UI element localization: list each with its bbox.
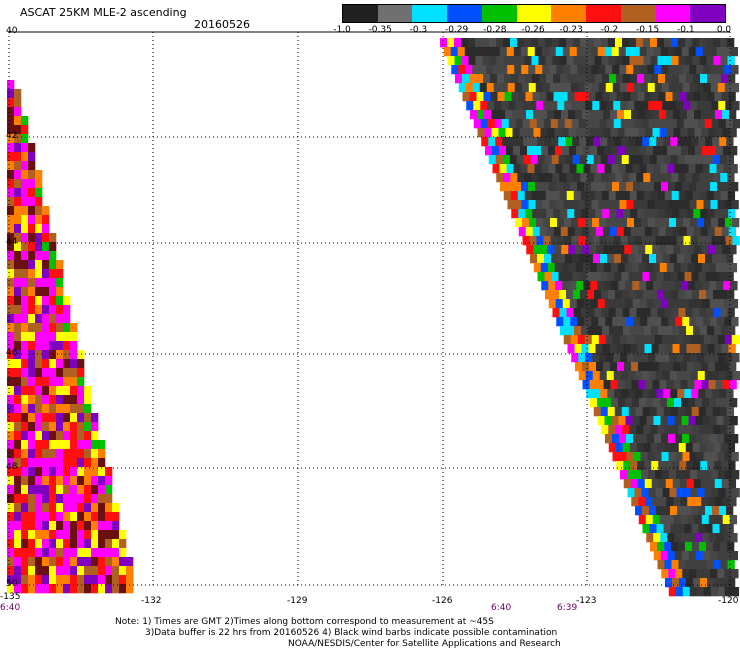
- colorbar-label: -0.23: [559, 25, 583, 35]
- swath-time-right-2: 6:39: [557, 603, 578, 613]
- note-line-3: NOAA/NESDIS/Center for Satellite Applica…: [288, 639, 561, 649]
- colorbar-segment: [620, 5, 656, 22]
- lat-label-50: 50: [6, 579, 18, 589]
- colorbar-label: -0.26: [521, 25, 545, 35]
- lat-label-40: 40: [6, 26, 18, 36]
- wind-cells: [7, 38, 740, 597]
- note-line-1: Note: 1) Times are GMT 2)Times along bot…: [115, 617, 494, 627]
- colorbar-label: -0.29: [444, 25, 469, 35]
- lon-label-135: -135: [0, 592, 21, 602]
- colorbar-segment: [377, 5, 413, 22]
- swath-time-right-1: 6:40: [491, 603, 512, 613]
- graticule: [8, 31, 731, 586]
- lon-label-120: -120: [718, 596, 739, 606]
- lat-label-48: 48: [6, 462, 18, 472]
- map-title: ASCAT 25KM MLE-2 ascending: [20, 6, 187, 19]
- lon-label-123: -123: [576, 596, 597, 606]
- colorbar-label: -0.2: [600, 25, 619, 35]
- lat-label-44: 44: [6, 237, 18, 247]
- colorbar-label: -1.0: [333, 25, 351, 35]
- colorbar-label: -0.15: [635, 25, 660, 35]
- lat-label-46: 46: [6, 348, 18, 358]
- map-date: 20160526: [194, 18, 250, 31]
- colorbar-segment: [516, 5, 552, 22]
- colorbar-label: -0.3: [409, 25, 428, 35]
- lon-label-126: -126: [432, 596, 453, 606]
- colorbar-label: -0.28: [483, 25, 507, 35]
- note-line-2: 3)Data buffer is 22 hrs from 20160526 4)…: [145, 628, 558, 638]
- colorbar-segment: [447, 5, 482, 22]
- colorbar-segment: [481, 5, 517, 22]
- colorbar-segment: [412, 5, 448, 22]
- lon-label-132: -132: [141, 596, 162, 606]
- lon-label-129: -129: [287, 596, 308, 606]
- colorbar-segment: [343, 5, 378, 22]
- colorbar-segment: [586, 5, 621, 22]
- colorbar-label: 0.0: [716, 25, 732, 35]
- colorbar-segment: [655, 5, 691, 22]
- colorbar-segment: [690, 5, 726, 22]
- colorbar-segment: [551, 5, 587, 22]
- colorbar: [342, 4, 726, 23]
- lat-label-42: 42: [6, 131, 18, 141]
- swath-time-left: 6:40: [0, 603, 21, 613]
- colorbar-label: -0.35: [368, 25, 392, 35]
- colorbar-label: -0.1: [677, 25, 695, 35]
